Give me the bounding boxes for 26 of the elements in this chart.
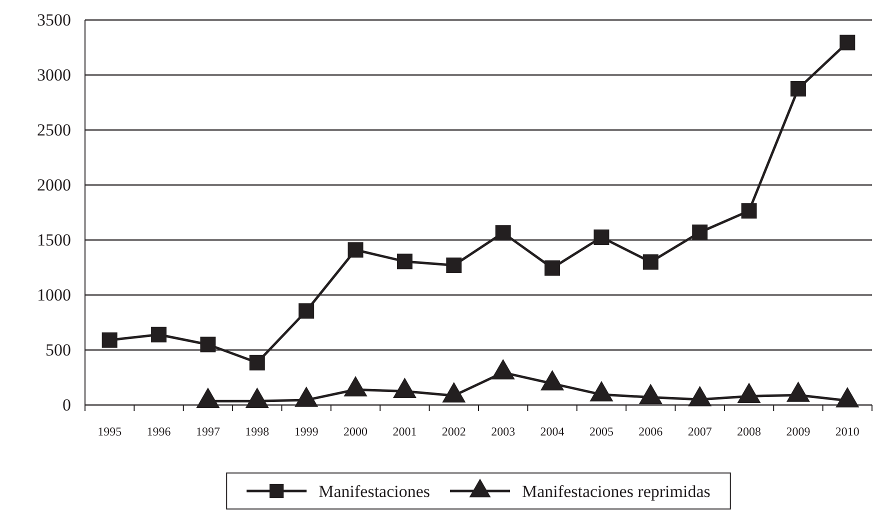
y-tick-label: 2500 [37, 120, 71, 140]
x-tick-label: 2005 [589, 424, 614, 439]
x-tick-label: 1996 [146, 424, 171, 439]
x-tick-label: 1995 [98, 424, 122, 439]
x-tick-label: 2001 [392, 424, 417, 439]
x-tick-label: 1997 [196, 424, 220, 439]
x-tick-label: 1999 [294, 424, 318, 439]
x-tick-label: 2008 [737, 424, 762, 439]
y-tick-label: 0 [62, 395, 71, 414]
y-tick-label: 500 [46, 340, 71, 360]
x-tick-label: 1998 [245, 424, 270, 439]
x-tick-label: 2006 [638, 424, 663, 439]
y-tick-label: 2000 [37, 175, 71, 194]
legend-label: Manifestaciones [318, 482, 430, 501]
y-tick-label: 3000 [37, 65, 71, 84]
y-tick-label: 1500 [37, 230, 71, 250]
x-tick-label: 2007 [688, 424, 712, 439]
x-tick-label: 2000 [344, 424, 368, 439]
x-tick-label: 2003 [491, 424, 516, 439]
y-tick-label: 1000 [37, 285, 71, 304]
x-tick-label: 2009 [786, 424, 810, 439]
x-tick-label: 2002 [442, 424, 466, 439]
x-tick-label: 2010 [835, 424, 860, 439]
y-tick-label: 3500 [37, 10, 71, 30]
x-tick-label: 2004 [540, 424, 564, 439]
legend-label: Manifestaciones reprimidas [522, 482, 710, 501]
